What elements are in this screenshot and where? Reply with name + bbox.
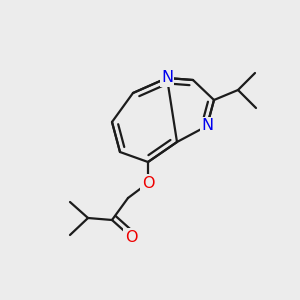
- Text: O: O: [142, 176, 154, 190]
- Text: N: N: [201, 118, 213, 134]
- Text: N: N: [161, 70, 173, 86]
- Text: O: O: [125, 230, 137, 244]
